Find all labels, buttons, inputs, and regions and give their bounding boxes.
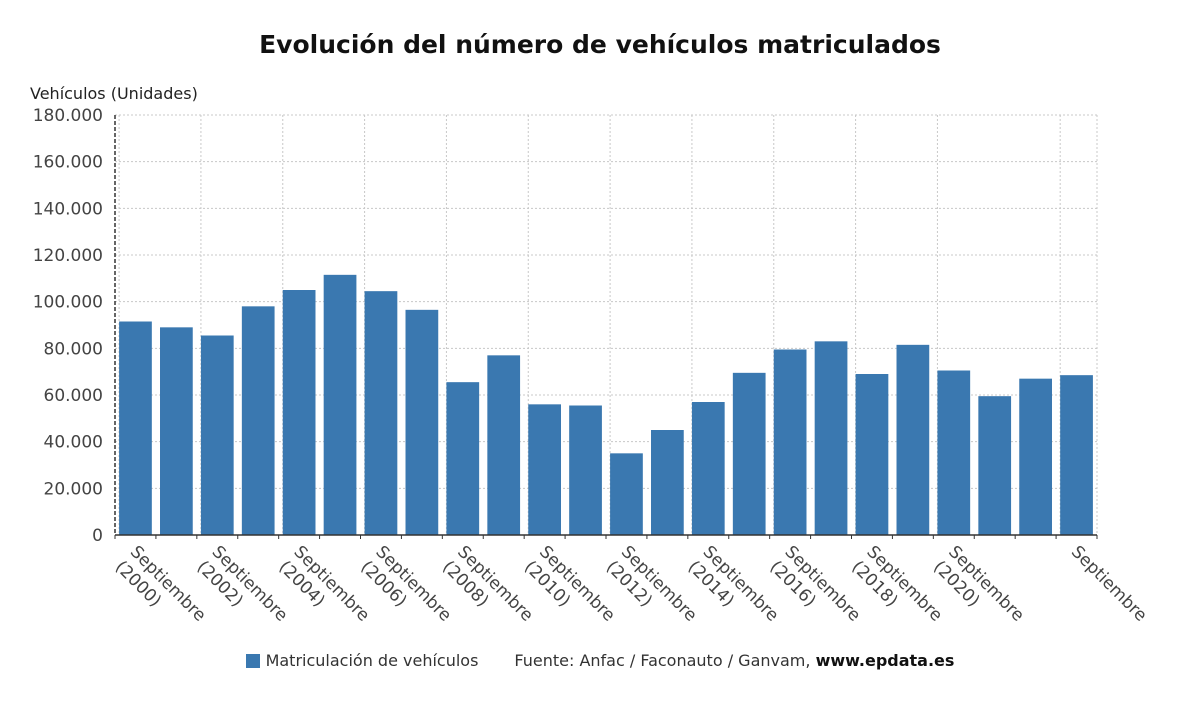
y-tick-labels: 0 20.000 40.000 60.000 80.000 100.000 120.000 1… [33,106,103,546]
x-tick-label: Septiembre(2006) [356,542,455,641]
bar: Septiembre (2023): 68500 [1060,375,1093,535]
bar: Septiembre (2022): 67000 [1019,378,1052,535]
legend: Matriculación de vehículos Fuente: Anfac … [0,651,1200,670]
bar: Septiembre (2001): 89000 [160,327,193,535]
bar: Septiembre (2014): 57000 [691,402,725,535]
x-tick-label: Septiembre(2016) [766,542,865,641]
bar: Septiembre (2015): 69500 [732,372,766,535]
x-tick-label: Septiembre(2000) [111,542,210,641]
bar: Septiembre (2020): 70500 [937,370,971,535]
bar: Septiembre (2000): 91500 [119,321,152,535]
x-tick-label: Septiembre(2002) [193,542,292,641]
y-tick-label: 40.000 [44,433,103,453]
y-tick-label: 160.000 [33,153,103,173]
bar: Septiembre (2002): 85500 [200,335,234,535]
bar-series: Septiembre (2000): 91500Septiembre (2001… [119,274,1093,535]
bar: Septiembre (2012): 35000 [610,453,643,535]
y-tick-label: 180.000 [33,106,103,126]
y-tick-label: 60.000 [44,386,103,406]
x-tick-label: Septiembre(2010) [520,542,619,641]
y-tick-label: 80.000 [44,339,103,359]
legend-swatch [245,654,260,668]
x-tick-label-line1: Septiembre [1067,542,1151,626]
bar: Septiembre (2003): 98000 [241,306,275,535]
x-tick-label: Septiembre(2018) [847,542,946,641]
y-tick-label: 140.000 [33,199,103,219]
bar: Septiembre (2010): 56000 [528,404,561,535]
y-tick-label: 120.000 [33,246,103,266]
x-tick-label: Septiembre(2012) [602,542,701,641]
source-link[interactable]: www.epdata.es [815,651,955,670]
bar: Septiembre (2019): 81500 [896,344,930,535]
bar: Septiembre (2004): 105000 [282,290,316,535]
legend-series-label: Matriculación de vehículos [265,651,479,670]
x-tick-label: Septiembre(2014) [684,542,783,641]
x-tick-label: Septiembre(2020) [929,542,1028,641]
bar: Septiembre (2005): 111500 [323,274,357,535]
chart-title: Evolución del número de vehículos matric… [259,30,941,59]
x-tick-label: Septiembre [1067,542,1151,626]
x-tick-label: Septiembre(2004) [275,542,374,641]
bar: Septiembre (2011): 55500 [569,405,602,535]
bar: Septiembre (2009): 77000 [487,355,521,535]
bar: Septiembre (2007): 96500 [405,309,439,535]
x-tick-label: Septiembre(2008) [438,542,537,641]
bar: Septiembre (2018): 69000 [855,374,889,535]
y-tick-label: 0 [92,526,103,546]
bar: Septiembre (2008): 65500 [446,382,480,535]
y-tick-label: 100.000 [33,293,103,313]
source-text: Fuente: Anfac / Faconauto / Ganvam, [514,651,811,670]
bar: Septiembre (2006): 104500 [364,291,398,535]
y-tick-label: 20.000 [44,479,103,499]
x-tick-labels: Septiembre(2000) Septiembre(2002) Septiemb… [111,542,1151,641]
bar: Septiembre (2021): 59500 [978,396,1012,535]
bar: Septiembre (2013): 45000 [651,430,684,535]
axes [114,115,1098,539]
y-axis-label: Vehículos (Unidades) [30,84,198,103]
bar: Septiembre (2017): 83000 [814,341,848,535]
bar: Septiembre (2016): 79500 [773,349,807,535]
